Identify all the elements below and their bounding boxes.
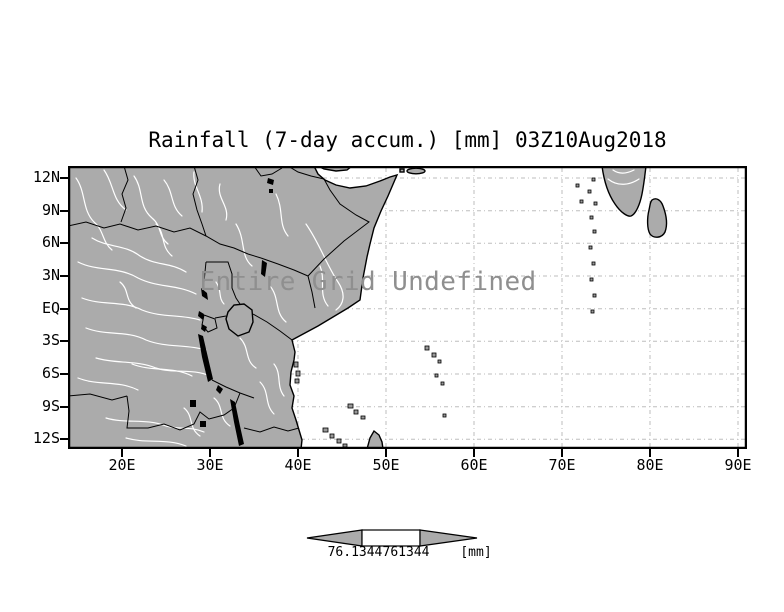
lon-tick bbox=[121, 449, 123, 457]
lat-tick bbox=[60, 209, 68, 212]
legend-left-arrow bbox=[306, 529, 363, 547]
legend-units: [mm] bbox=[460, 545, 492, 560]
lakes bbox=[190, 178, 274, 446]
lon-tick bbox=[385, 449, 387, 457]
country-borders bbox=[68, 166, 370, 433]
lat-tick-label: 9N bbox=[41, 200, 60, 219]
lake-rukwa bbox=[216, 385, 223, 394]
lake-albert bbox=[201, 288, 208, 300]
plot-frame bbox=[68, 166, 747, 449]
lake-tanganyika bbox=[198, 334, 213, 382]
legend-right-arrow bbox=[419, 529, 478, 547]
lake-mweru bbox=[190, 400, 196, 407]
lon-tick bbox=[737, 449, 739, 457]
lon-tick-label: 80E bbox=[636, 456, 664, 474]
lake-edward bbox=[198, 311, 204, 320]
socotra-islet bbox=[399, 168, 405, 173]
lon-tick-label: 70E bbox=[548, 456, 576, 474]
lake-kivu bbox=[201, 324, 207, 332]
lat-tick bbox=[60, 275, 68, 277]
india-landmass bbox=[601, 166, 647, 217]
lat-tick bbox=[60, 177, 68, 179]
socotra-island bbox=[406, 167, 426, 175]
legend-min-value: 76.1344 bbox=[327, 545, 383, 560]
lat-tick-label: 12S bbox=[32, 429, 60, 448]
lat-tick-label: 6N bbox=[41, 233, 60, 252]
lat-tick bbox=[60, 340, 68, 343]
lake-bangweulu bbox=[200, 421, 206, 427]
island-specks bbox=[293, 177, 598, 448]
lon-tick-label: 50E bbox=[372, 456, 400, 474]
lon-tick-label: 30E bbox=[196, 456, 224, 474]
lon-tick bbox=[649, 449, 651, 457]
lon-tick bbox=[209, 449, 211, 457]
sri-lanka-landmass bbox=[646, 198, 668, 238]
legend-max-value: 761344 bbox=[382, 545, 430, 560]
madagascar-tip bbox=[366, 429, 384, 449]
lon-tick bbox=[297, 449, 299, 457]
lat-tick-label: 12N bbox=[32, 168, 60, 186]
grid-undefined-message: Entire Grid Undefined bbox=[199, 267, 537, 297]
lake-victoria bbox=[225, 303, 254, 337]
legend-mid-cell bbox=[361, 529, 421, 547]
lat-tick bbox=[60, 405, 68, 408]
lat-tick bbox=[60, 242, 68, 245]
lat-tick-label: 9S bbox=[41, 396, 60, 415]
lat-tick bbox=[60, 438, 68, 441]
river-network bbox=[75, 169, 640, 447]
lake-tana bbox=[267, 178, 274, 185]
lat-tick-label: 6S bbox=[41, 364, 60, 382]
lon-tick bbox=[473, 449, 475, 457]
legend-colorbar bbox=[295, 520, 495, 552]
lat-tick-label: EQ bbox=[41, 298, 60, 317]
lat-tick bbox=[60, 373, 68, 375]
plot-title: Rainfall (7-day accum.) [mm] 03Z10Aug201… bbox=[148, 128, 667, 152]
lon-tick-label: 60E bbox=[460, 456, 488, 474]
lon-tick-label: 90E bbox=[724, 456, 752, 474]
lon-tick bbox=[561, 449, 563, 457]
lat-tick-label: 3S bbox=[41, 331, 60, 350]
lat-tick bbox=[60, 307, 68, 310]
map-canvas bbox=[68, 166, 747, 449]
lon-tick-label: 40E bbox=[284, 456, 312, 474]
lon-tick-label: 20E bbox=[108, 456, 136, 474]
lat-tick-label: 3N bbox=[41, 266, 60, 284]
ethiopian-lake bbox=[269, 189, 273, 193]
lake-turkana bbox=[261, 260, 267, 277]
map-plot-area bbox=[68, 166, 747, 449]
lake-malawi bbox=[230, 399, 244, 446]
legend-colorbar-arrow bbox=[306, 529, 478, 547]
